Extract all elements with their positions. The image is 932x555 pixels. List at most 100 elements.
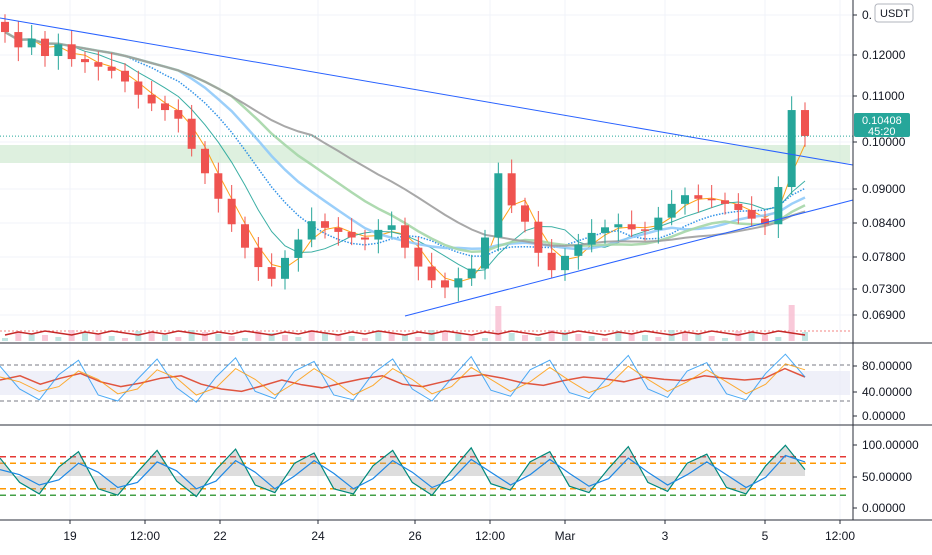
stoch-tick-label: 50.00000 [862, 470, 912, 484]
volume-bar [708, 336, 715, 341]
candle-body [361, 237, 369, 240]
candle-body [81, 59, 89, 63]
trendlines[interactable] [0, 17, 854, 317]
price-axis[interactable]: 0. 0.12000 0.11000 0.10000 0.09000 0.08400 0.0… [853, 8, 919, 515]
time-tick-label: 12:00 [475, 529, 505, 543]
candle-body [107, 66, 116, 71]
volume-bar [455, 334, 462, 341]
candle-body [707, 198, 716, 201]
stoch-area [0, 445, 805, 497]
rsi-pane[interactable] [0, 353, 850, 403]
volume-bar [548, 330, 555, 341]
stoch-tick-label: 100.00000 [862, 438, 919, 452]
price-tick-label: 0. [862, 8, 872, 22]
volume-bar [28, 333, 35, 341]
price-tick-label: 0.11000 [862, 89, 905, 103]
candle-body [201, 148, 209, 174]
volume-bar [188, 330, 195, 341]
volume-bar [295, 337, 302, 341]
candle-body [721, 200, 729, 204]
stoch-tick-label: 0.00000 [862, 501, 906, 515]
volume-bar [122, 338, 128, 341]
candle-body [387, 225, 396, 230]
volume-bar [775, 337, 782, 341]
volume-bar [308, 330, 315, 341]
candle-body [441, 280, 449, 288]
rsi-line [0, 367, 806, 393]
volume-bar [322, 332, 328, 341]
candle-body [654, 217, 663, 230]
candle-body [481, 237, 489, 269]
candle-body [14, 32, 23, 48]
volume-bar [442, 332, 448, 341]
candle-body [521, 205, 529, 222]
volume-bar [135, 331, 142, 341]
candle-body [307, 221, 316, 240]
volume-bar [2, 338, 8, 341]
candle-body [227, 198, 236, 225]
time-tick-label: 19 [63, 529, 77, 543]
volume-bar [82, 332, 88, 341]
volume-bar [362, 338, 368, 341]
volume-bars [0, 305, 850, 341]
volume-bar [735, 331, 742, 341]
candle-body [801, 110, 809, 137]
moving-average-line [4, 31, 806, 247]
candle-body [667, 203, 676, 218]
time-tick-label: 12:00 [825, 529, 855, 543]
volume-bar [375, 331, 382, 341]
candle-body [401, 225, 409, 248]
candle-body [27, 38, 36, 48]
current-price-label: 0.10408 [862, 115, 902, 127]
volume-bar [762, 335, 768, 341]
volume-bar [722, 338, 728, 341]
candle-body [281, 257, 289, 279]
candle-body [494, 173, 503, 238]
candle-body [1, 21, 9, 33]
volume-bar [335, 334, 342, 341]
candle-body [161, 103, 169, 111]
volume-bar [215, 334, 222, 341]
volume-bar [282, 335, 288, 341]
volume-bar [495, 306, 502, 341]
moving-average-line [4, 31, 806, 257]
price-tick-label: 0.12000 [862, 48, 906, 62]
volume-bar [615, 331, 622, 341]
volume-bar [55, 337, 62, 341]
volume-bar [428, 330, 435, 341]
candle-body [147, 94, 156, 104]
stoch-pane[interactable] [0, 444, 850, 498]
candle-body [54, 44, 63, 57]
volume-bar [175, 337, 182, 341]
volume-bar [228, 336, 235, 341]
volume-bar [468, 336, 475, 341]
ascending-trendline [404, 199, 854, 317]
candle-body [427, 266, 436, 281]
rsi-stoch-d-line [0, 363, 806, 396]
candle-body [254, 247, 263, 268]
volume-bar [802, 332, 808, 341]
time-axis[interactable]: 19 12:00 22 24 26 12:00 Mar 3 5 12:00 [63, 520, 855, 543]
volume-bar [268, 333, 275, 341]
volume-bar [788, 305, 795, 341]
time-tick-label: 12:00 [130, 529, 160, 543]
rsi-tick-label: 80.00000 [862, 359, 912, 373]
price-tick-label: 0.10000 [862, 135, 906, 149]
rsi-tick-label: 40.00000 [862, 385, 912, 399]
time-tick-label: Mar [555, 529, 576, 543]
candle-body [681, 195, 689, 204]
volume-bar [642, 335, 648, 341]
countdown-label: 45:20 [868, 126, 896, 138]
candle-body [414, 247, 423, 267]
candle-body [601, 227, 609, 233]
volume-bar [242, 338, 248, 341]
volume-ma-line [4, 330, 806, 336]
candle-body [67, 44, 76, 60]
candle-body [94, 62, 103, 67]
main-pane[interactable] [0, 0, 853, 342]
volume-bar [108, 336, 115, 341]
candle-body [614, 224, 623, 228]
currency-badge[interactable]: USDT [874, 3, 914, 23]
stoch-d-line [0, 454, 806, 490]
